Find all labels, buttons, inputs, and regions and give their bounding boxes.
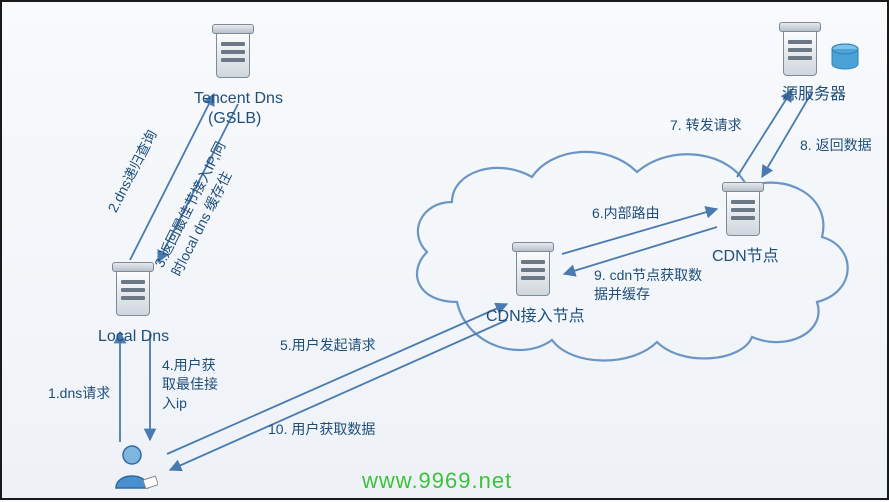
label-e3: 3.返回最佳节接入IP,同 时local dns 缓存住 bbox=[150, 138, 247, 279]
label-e5: 5.用户发起请求 bbox=[280, 336, 376, 355]
label-e9: 9. cdn节点获取数 据并缓存 bbox=[594, 266, 702, 304]
server-local-dns bbox=[112, 262, 154, 320]
label-e7: 7. 转发请求 bbox=[670, 116, 742, 135]
cloud-region bbox=[397, 122, 867, 377]
title-tencent-dns-2: (GSLB) bbox=[208, 108, 261, 130]
database-icon bbox=[830, 42, 860, 72]
title-origin: 源服务器 bbox=[782, 84, 846, 106]
server-origin bbox=[779, 22, 821, 80]
label-e1: 1.dns请求 bbox=[48, 384, 110, 403]
label-e6: 6.内部路由 bbox=[592, 204, 660, 223]
diagram-stage: Tencent Dns (GSLB) Local Dns CDN接入节点 CDN… bbox=[2, 2, 887, 498]
label-e4: 4.用户获 取最佳接 入ip bbox=[162, 356, 218, 413]
title-cdn-access: CDN接入节点 bbox=[486, 306, 585, 328]
label-e2: 2.dns递归查询 bbox=[104, 127, 162, 216]
watermark: www.9969.net bbox=[362, 468, 512, 494]
user-icon bbox=[110, 442, 158, 490]
title-cdn-node: CDN节点 bbox=[712, 246, 779, 268]
server-cdn-access bbox=[512, 242, 554, 300]
title-local-dns: Local Dns bbox=[98, 326, 169, 348]
server-cdn-node bbox=[722, 182, 764, 240]
label-e8: 8. 返回数据 bbox=[800, 136, 872, 155]
label-e10: 10. 用户获取数据 bbox=[268, 420, 375, 439]
server-tencent-dns bbox=[212, 24, 254, 82]
title-tencent-dns-1: Tencent Dns bbox=[194, 88, 283, 110]
